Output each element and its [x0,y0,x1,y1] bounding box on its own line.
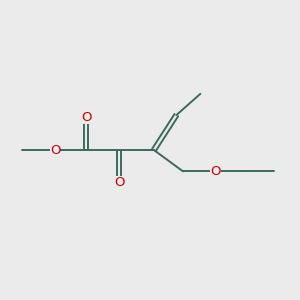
Text: O: O [114,176,124,189]
Text: O: O [211,165,221,178]
Text: O: O [81,111,91,124]
Text: O: O [50,143,60,157]
